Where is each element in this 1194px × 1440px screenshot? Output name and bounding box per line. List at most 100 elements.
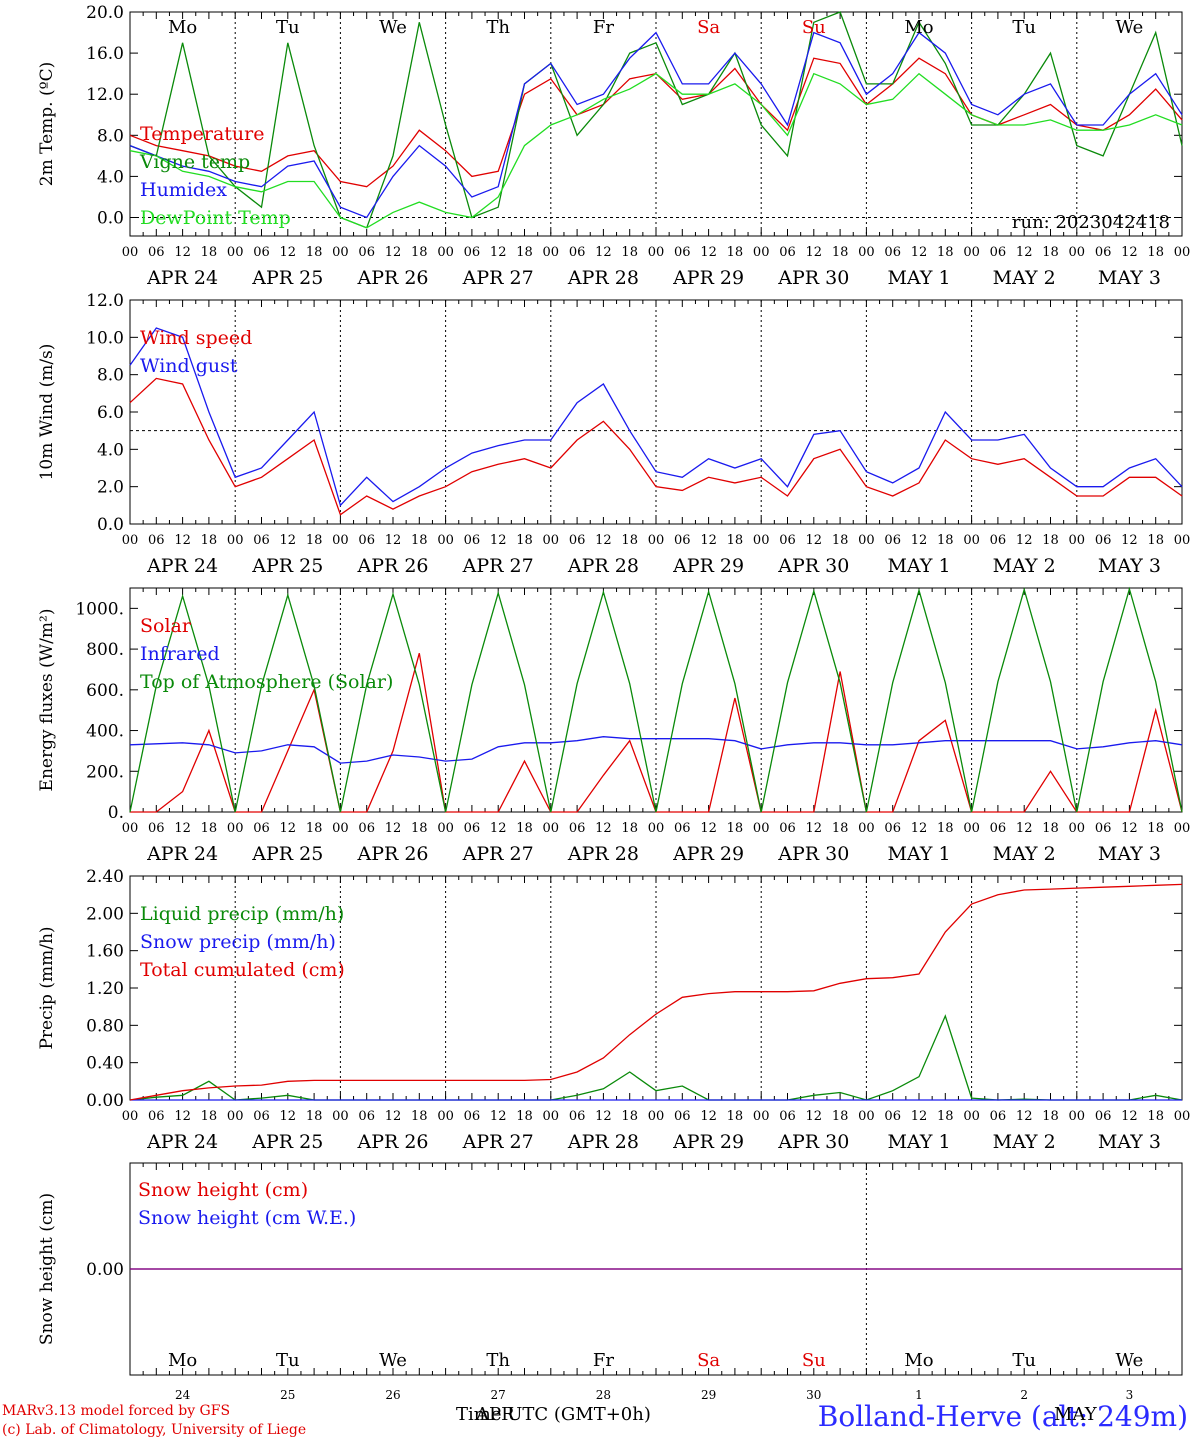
legend-entry: Temperature [140, 123, 264, 145]
hour-label: 18 [1042, 1109, 1059, 1124]
hour-label: 00 [332, 821, 349, 836]
y-axis-label: 10m Wind (m/s) [37, 344, 57, 481]
hour-label: 18 [516, 821, 533, 836]
hour-label: 12 [1016, 821, 1033, 836]
hour-label: 00 [858, 821, 875, 836]
hour-label: 12 [280, 245, 297, 260]
hour-label: 18 [832, 245, 849, 260]
y-tick-label: 0.00 [86, 1091, 124, 1111]
hour-label: 06 [990, 1109, 1007, 1124]
station-name: Bolland-Herve (alt: 249m) [817, 1400, 1188, 1433]
hour-label: 00 [332, 245, 349, 260]
y-tick-label: 12.0 [86, 291, 124, 311]
day-number-label: 29 [701, 1388, 716, 1402]
hour-label: 00 [122, 245, 139, 260]
hour-label: 18 [937, 533, 954, 548]
day-label: MAY 1 [887, 267, 950, 289]
series-line-wind-speed [129, 377, 1183, 516]
hour-label: 18 [832, 821, 849, 836]
hour-label: 12 [1016, 533, 1033, 548]
y-tick-label: 800. [86, 640, 124, 660]
legend-entry: Liquid precip (mm/h) [140, 903, 344, 925]
hour-label: 00 [963, 245, 980, 260]
hour-label: 18 [621, 821, 638, 836]
hour-label: 00 [122, 533, 139, 548]
hour-label: 06 [779, 245, 796, 260]
hour-label: 12 [490, 821, 507, 836]
hour-label: 18 [1147, 821, 1164, 836]
hour-label: 00 [543, 245, 560, 260]
y-tick-label: 12.0 [86, 85, 124, 105]
hour-label: 00 [648, 533, 665, 548]
hour-label: 18 [727, 245, 744, 260]
hour-label: 06 [779, 821, 796, 836]
day-label: MAY 2 [993, 1131, 1056, 1153]
hour-label: 18 [832, 533, 849, 548]
day-number-label: 24 [175, 1388, 191, 1402]
hour-label: 12 [595, 1109, 612, 1124]
hour-label: 06 [464, 821, 481, 836]
legend-entry: Wind speed [140, 327, 252, 349]
weekday-label: Sa [697, 1350, 720, 1371]
day-label: MAY 3 [1098, 267, 1161, 289]
y-tick-label: 1000. [75, 599, 124, 619]
legend-entry: Wind gust [140, 355, 238, 377]
weekday-label: Mo [168, 17, 197, 38]
hour-label: 00 [648, 1109, 665, 1124]
y-tick-label: 2.40 [86, 867, 124, 887]
weekday-label: Fr [593, 17, 614, 38]
hour-label: 06 [253, 245, 270, 260]
hour-label: 06 [884, 533, 901, 548]
hour-label: 12 [911, 1109, 928, 1124]
day-label: APR 24 [146, 843, 218, 865]
y-tick-label: 2.0 [97, 478, 124, 498]
y-tick-label: 6.0 [97, 403, 124, 423]
hour-label: 12 [490, 533, 507, 548]
hour-label: 06 [1095, 533, 1112, 548]
weekday-label: Tu [1012, 17, 1036, 38]
weekday-label: Tu [276, 1350, 300, 1371]
day-number-label: 30 [806, 1388, 821, 1402]
weekday-label: Tu [276, 17, 300, 38]
hour-label: 00 [227, 1109, 244, 1124]
hour-label: 12 [595, 245, 612, 260]
day-label: APR 30 [777, 555, 849, 577]
hour-label: 00 [543, 821, 560, 836]
hour-label: 00 [753, 533, 770, 548]
hour-label: 12 [490, 245, 507, 260]
y-tick-label: 0. [108, 803, 124, 823]
hour-label: 18 [411, 1109, 428, 1124]
day-label: APR 28 [567, 843, 639, 865]
hour-label: 06 [358, 245, 375, 260]
hour-label: 00 [1069, 533, 1086, 548]
day-label: MAY 3 [1098, 843, 1161, 865]
day-number-label: 2 [1020, 1388, 1028, 1402]
hour-label: 06 [1095, 245, 1112, 260]
hour-label: 06 [990, 533, 1007, 548]
hour-label: 18 [727, 533, 744, 548]
hour-label: 12 [911, 245, 928, 260]
weekday-label: We [379, 17, 407, 38]
hour-label: 18 [201, 1109, 218, 1124]
hour-label: 12 [174, 245, 191, 260]
day-number-label: 27 [491, 1388, 506, 1402]
y-tick-label: 0.0 [97, 209, 124, 229]
y-tick-label: 20.0 [86, 3, 124, 23]
month-right-label: MAY [1054, 1404, 1097, 1425]
hour-label: 06 [569, 533, 586, 548]
hour-label: 06 [358, 821, 375, 836]
hour-label: 06 [253, 533, 270, 548]
hour-label: 18 [411, 533, 428, 548]
hour-label: 00 [1174, 1109, 1191, 1124]
hour-label: 06 [253, 1109, 270, 1124]
hour-label: 00 [437, 533, 454, 548]
hour-label: 12 [1121, 533, 1138, 548]
hour-label: 12 [174, 1109, 191, 1124]
y-tick-label: 1.20 [86, 979, 124, 999]
hour-label: 00 [648, 245, 665, 260]
legend-entry: Humidex [140, 179, 227, 201]
y-axis-label: Precip (mm/h) [37, 926, 57, 1049]
hour-label: 12 [595, 821, 612, 836]
y-tick-label: 8.0 [97, 366, 124, 386]
day-label: APR 29 [672, 555, 744, 577]
